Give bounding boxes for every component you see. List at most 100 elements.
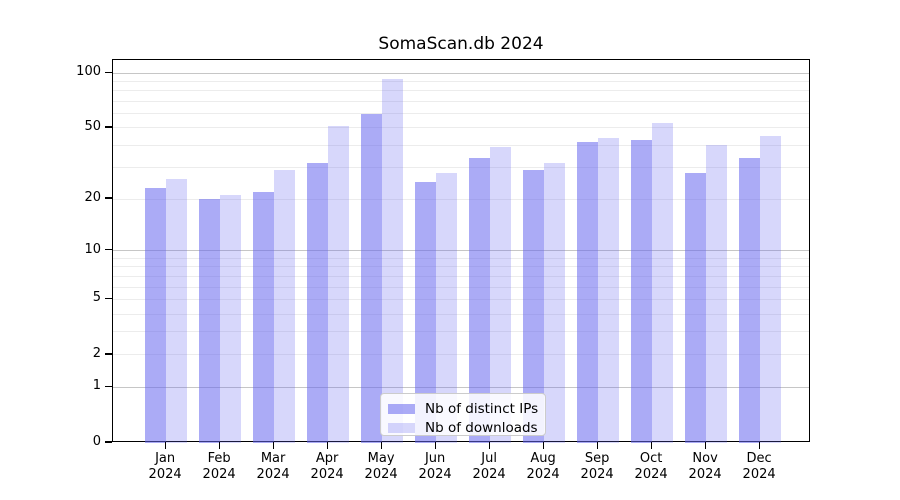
gridline-minor-2 [113, 354, 809, 356]
x-tick-year: 2024 [634, 467, 668, 482]
x-tick-month: Aug [530, 451, 556, 466]
bar-distinct-ips-aug [522, 170, 545, 443]
x-tick-mark-nov [704, 442, 706, 449]
x-tick-month: Apr [315, 451, 339, 466]
bar-downloads-mar [274, 170, 296, 443]
bar-distinct-ips-dec [738, 158, 761, 443]
x-tick-year: 2024 [202, 467, 236, 482]
x-tick-mark-aug [542, 442, 544, 449]
chart-title: SomaScan.db 2024 [378, 34, 544, 54]
y-tick-label-20: 20 [84, 190, 101, 206]
y-tick-label-5: 5 [92, 290, 101, 306]
legend-label-downloads: Nb of downloads [425, 419, 538, 436]
x-tick-mark-jun [434, 442, 436, 449]
legend-swatch-distinct-ips [388, 403, 415, 414]
bar-downloads-nov [706, 145, 728, 443]
x-tick-year: 2024 [472, 467, 506, 482]
x-tick-label-apr: Apr 2024 [300, 451, 354, 483]
gridline-minor-70 [113, 100, 809, 102]
x-tick-mark-may [380, 442, 382, 449]
x-tick-label-oct: Oct 2024 [624, 451, 678, 483]
x-tick-label-dec: Dec 2024 [732, 451, 786, 483]
x-tick-year: 2024 [418, 467, 452, 482]
plot-area: Nb of distinct IPs Nb of downloads [112, 59, 810, 443]
x-tick-year: 2024 [742, 467, 776, 482]
bar-downloads-jan [166, 178, 188, 443]
gridline-minor-30 [113, 167, 809, 169]
gridline-minor-9 [113, 258, 809, 259]
bar-downloads-aug [544, 162, 566, 443]
y-tick-label-50: 50 [84, 118, 101, 134]
x-tick-label-may: May 2024 [354, 451, 408, 483]
x-tick-month: Dec [746, 451, 772, 466]
x-tick-year: 2024 [364, 467, 398, 482]
bar-distinct-ips-mar [252, 191, 275, 443]
x-tick-label-mar: Mar 2024 [246, 451, 300, 483]
gridline-minor-40 [113, 144, 809, 146]
bar-distinct-ips-oct [630, 139, 653, 443]
x-tick-mark-mar [272, 442, 274, 449]
x-tick-year: 2024 [148, 467, 182, 482]
bar-downloads-jun [436, 173, 458, 443]
x-tick-month: Nov [692, 451, 718, 466]
bar-downloads-jul [490, 147, 512, 443]
gridline-minor-3 [113, 331, 809, 333]
y-tick-mark-2 [105, 353, 112, 355]
y-tick-label-1: 1 [92, 378, 101, 394]
x-tick-month: Jul [481, 451, 497, 466]
bar-distinct-ips-feb [198, 199, 221, 443]
gridline-minor-7 [113, 275, 809, 277]
legend-item-downloads: Nb of downloads [381, 418, 545, 437]
legend-swatch-downloads [388, 422, 415, 433]
bar-downloads-sep [598, 137, 620, 443]
legend-item-distinct-ips: Nb of distinct IPs [381, 399, 545, 418]
y-tick-mark-10 [105, 249, 112, 251]
x-tick-label-jul: Jul 2024 [462, 451, 516, 483]
x-tick-label-feb: Feb 2024 [192, 451, 246, 483]
y-tick-label-10: 10 [84, 241, 101, 257]
gridline-minor-80 [113, 90, 809, 92]
x-tick-month: Sep [584, 451, 610, 466]
x-tick-year: 2024 [688, 467, 722, 482]
x-tick-mark-oct [650, 442, 652, 449]
x-tick-label-nov: Nov 2024 [678, 451, 732, 483]
gridline-minor-60 [113, 113, 809, 115]
y-tick-mark-0 [105, 441, 112, 443]
y-tick-label-2: 2 [92, 345, 101, 361]
x-tick-month: Feb [207, 451, 231, 466]
bar-downloads-dec [760, 136, 782, 443]
y-tick-mark-1 [105, 385, 112, 388]
y-tick-mark-5 [105, 297, 112, 300]
bar-downloads-feb [220, 195, 242, 443]
legend-label-distinct-ips: Nb of distinct IPs [425, 400, 539, 417]
gridline-minor-90 [113, 81, 809, 83]
y-tick-mark-50 [105, 126, 112, 128]
bar-distinct-ips-jan [144, 188, 167, 443]
x-tick-mark-feb [218, 442, 220, 449]
gridline-major-10 [113, 250, 809, 252]
x-tick-year: 2024 [526, 467, 560, 482]
gridline-minor-4 [113, 313, 809, 315]
gridline-minor-8 [113, 266, 809, 268]
bar-distinct-ips-jul [468, 158, 491, 443]
gridline-major-1 [113, 386, 809, 388]
x-tick-month: Jun [424, 451, 446, 466]
x-tick-label-jan: Jan 2024 [138, 451, 192, 483]
y-tick-mark-100 [105, 71, 112, 73]
bar-distinct-ips-nov [684, 173, 707, 443]
bar-downloads-oct [652, 123, 674, 443]
bar-downloads-may [382, 78, 404, 443]
bar-distinct-ips-apr [306, 162, 329, 443]
gridline-minor-20 [113, 198, 809, 200]
x-tick-month: Mar [260, 451, 286, 466]
bar-downloads-apr [328, 126, 350, 443]
x-tick-month: Jan [155, 451, 176, 466]
x-tick-year: 2024 [580, 467, 614, 482]
x-tick-month: Oct [639, 451, 663, 466]
x-tick-mark-apr [326, 442, 328, 449]
x-tick-label-aug: Aug 2024 [516, 451, 570, 483]
y-tick-label-0: 0 [92, 434, 101, 449]
x-tick-label-sep: Sep 2024 [570, 451, 624, 483]
y-tick-mark-20 [105, 197, 112, 199]
gridline-minor-50 [113, 127, 809, 129]
